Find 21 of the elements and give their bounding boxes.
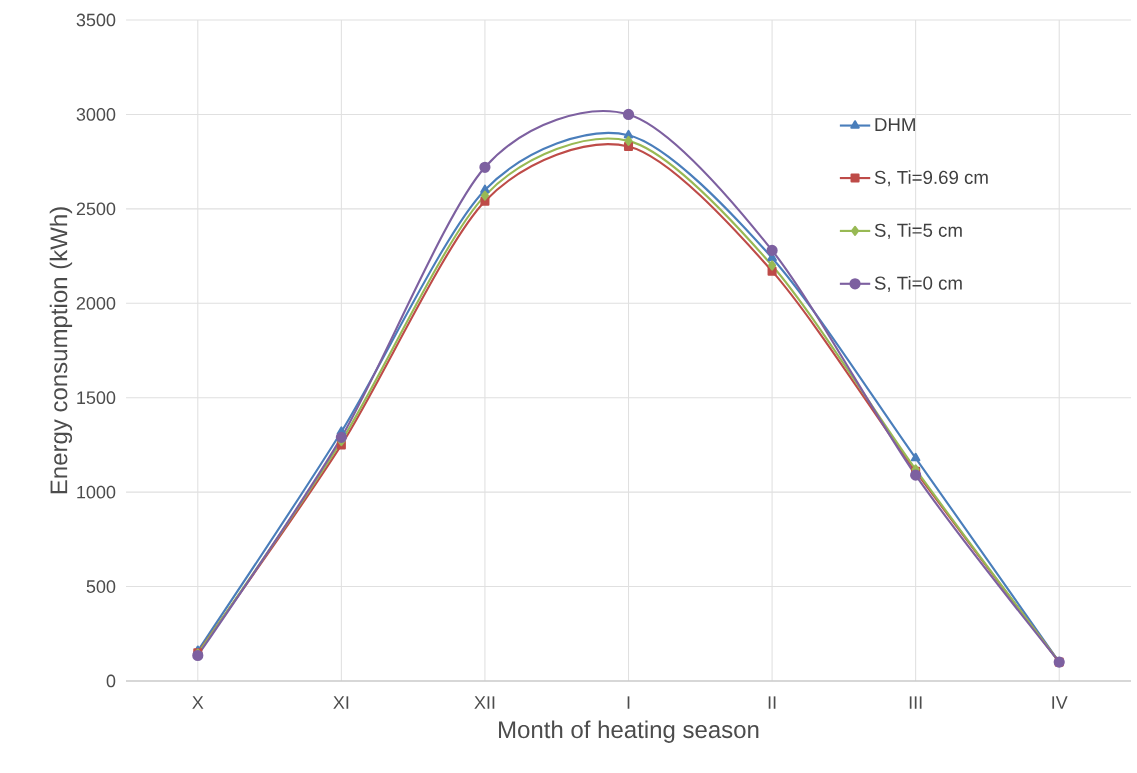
y-tick-label: 2500 (76, 202, 116, 216)
y-axis-title: Energy consumption (kWh) (49, 207, 73, 494)
y-tick-label: 2000 (76, 296, 116, 310)
y-tick-label: 0 (106, 674, 116, 688)
legend-label: S, Ti=9.69 cm (874, 170, 988, 187)
legend-label: S, Ti=0 cm (874, 276, 962, 292)
y-tick-label: 1500 (77, 391, 116, 405)
x-tick-label: II (768, 696, 776, 709)
x-tick-label: XI (333, 696, 349, 709)
y-tick-label: 500 (86, 580, 116, 593)
x-tick-label: III (909, 696, 922, 709)
x-tick-label: IV (1052, 696, 1068, 709)
y-tick-label: 3000 (76, 108, 116, 121)
x-tick-label: XII (474, 696, 495, 709)
x-axis-title: Month of heating season (499, 720, 759, 743)
legend-label: S, Ti=5 cm (874, 223, 962, 240)
y-tick-label: 1000 (77, 485, 116, 499)
x-tick-label: X (192, 696, 204, 709)
legend-label: DHM (875, 118, 915, 131)
y-tick-label: 3500 (76, 13, 116, 27)
x-tick-label: I (627, 696, 630, 709)
